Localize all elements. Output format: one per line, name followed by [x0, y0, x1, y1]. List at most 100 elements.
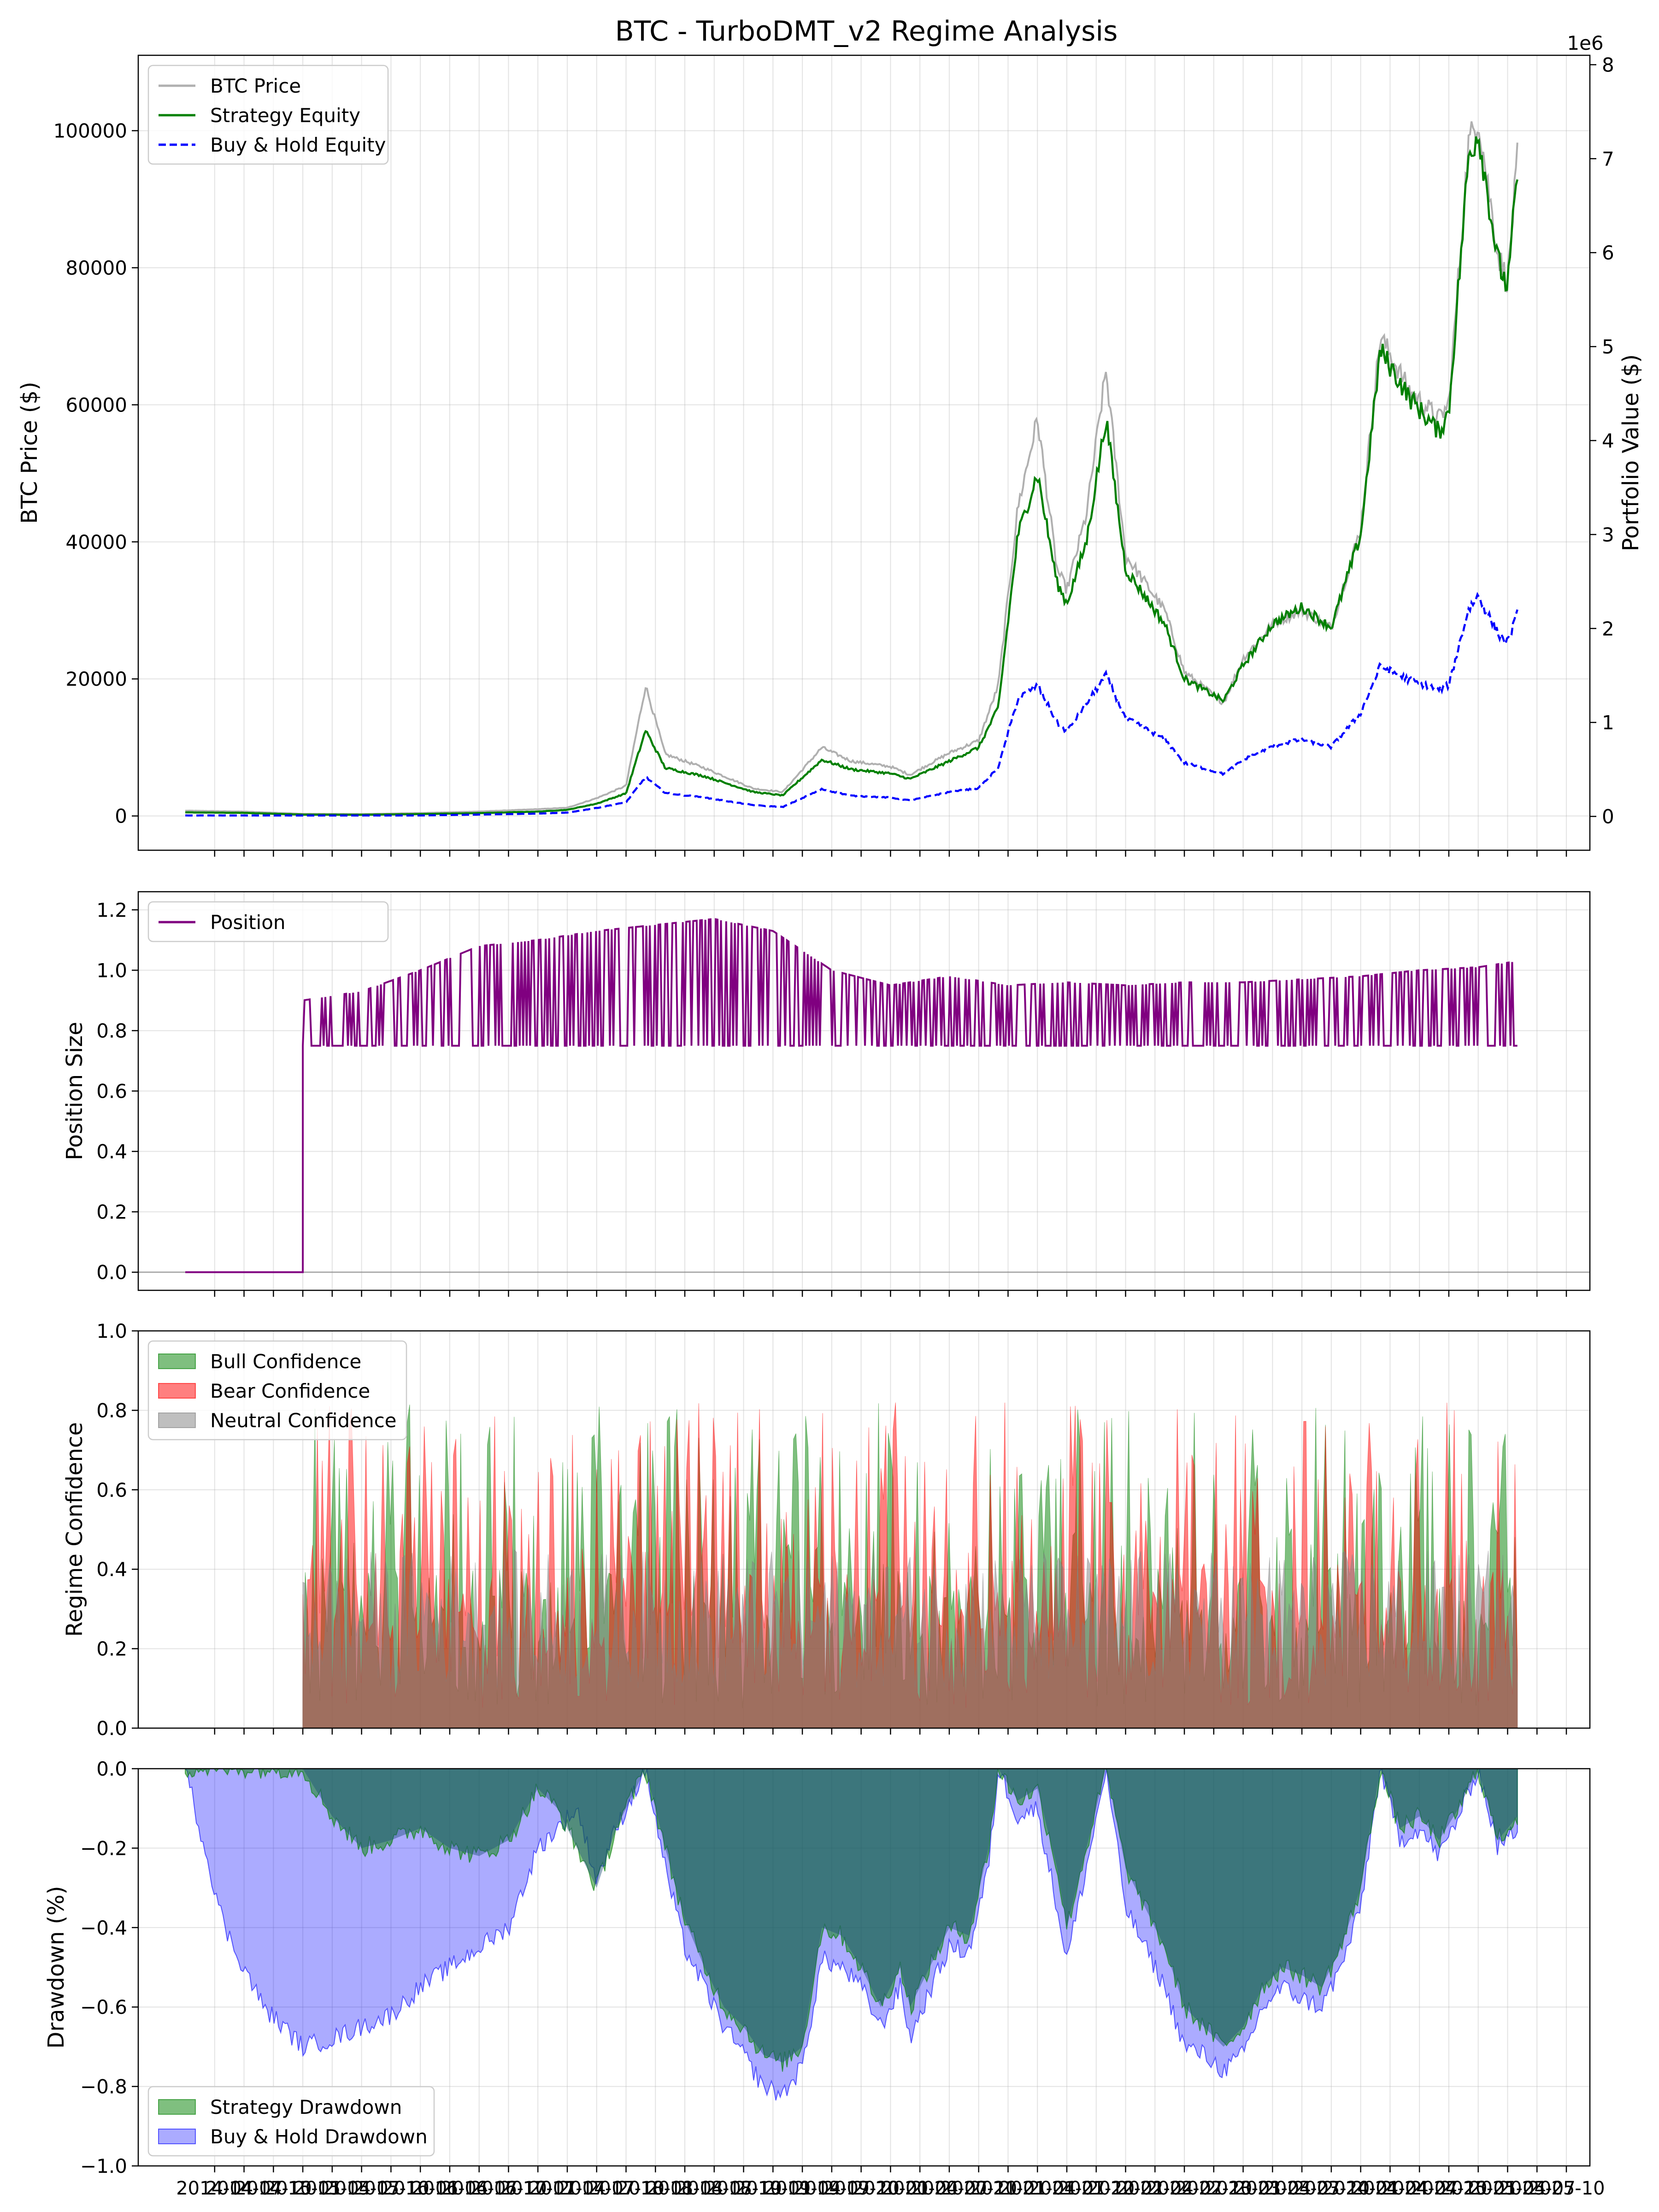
x-ticks — [214, 2166, 1567, 2172]
legend-box — [147, 901, 389, 942]
x-tick-label: 2017-07 — [558, 2178, 635, 2199]
drawdown-overlap — [185, 1769, 1518, 2063]
x-tick-label: 2014-10 — [235, 2178, 312, 2199]
x-tick-label: 2022-01 — [1087, 2178, 1164, 2199]
legend-entry: BTC Price — [210, 75, 301, 97]
series-line-1 — [185, 121, 1518, 815]
y-axis-label: BTC Price ($) — [17, 382, 42, 524]
x-tick-label: 2015-07 — [323, 2178, 400, 2199]
y-tick-label: 0 — [115, 805, 127, 828]
legend-entry: Strategy Equity — [210, 104, 360, 127]
y2-axis-label: Portfolio Value ($) — [1618, 354, 1644, 552]
legend-entry: Position — [210, 911, 286, 934]
x-tick-label: 2025-04 — [1469, 2178, 1546, 2199]
y-tick-label: 0.8 — [96, 1019, 127, 1042]
x-tick-label: 2018-04 — [646, 2178, 723, 2199]
legend-swatch — [158, 2129, 196, 2144]
plot-area — [302, 1402, 1518, 1728]
y2-tick-label: 7 — [1602, 147, 1614, 170]
x-ticks — [214, 850, 1567, 857]
y-tick-label: 0.4 — [96, 1141, 127, 1163]
y-tick-label: 1.2 — [96, 899, 127, 921]
x-tick-label: 2020-07 — [911, 2178, 988, 2199]
legend: Strategy Drawdown Buy & Hold Drawdown — [147, 2086, 435, 2157]
x-tick-label: 2022-07 — [1146, 2178, 1223, 2199]
legend-entry: Bear Confidence — [210, 1380, 370, 1402]
legend: Position — [147, 901, 389, 942]
y-tick-label: −0.8 — [80, 2076, 127, 2098]
confidence-area-3 — [302, 1549, 1518, 1728]
y-axis: 0.0 0.2 0.4 0.6 0.8 1.0 Regime Confidence — [62, 1320, 138, 1740]
y-tick-label: 0.0 — [96, 1261, 127, 1284]
plot-area — [138, 918, 1590, 1273]
legend-entry: Strategy Drawdown — [210, 2096, 402, 2118]
y-tick-label: −1.0 — [80, 2155, 127, 2177]
y-tick-label: 40000 — [65, 531, 127, 553]
x-tick-label: 2019-07 — [793, 2178, 870, 2199]
y-tick-label: 60000 — [65, 394, 127, 416]
y2-tick-label: 8 — [1602, 53, 1614, 76]
y-axis-label: Position Size — [62, 1022, 88, 1160]
legend-box — [147, 65, 389, 165]
y2-offset-text: 1e6 — [1567, 32, 1603, 54]
x-tick-label: 2016-04 — [411, 2178, 488, 2199]
x-tick-label: 2024-01 — [1322, 2178, 1399, 2199]
x-tick-label: 2020-04 — [882, 2178, 959, 2199]
x-tick-label: 2019-04 — [764, 2178, 841, 2199]
y-tick-label: 100000 — [53, 120, 127, 142]
grid — [138, 892, 1590, 1290]
x-tick-label: 2025-07 — [1499, 2178, 1576, 2199]
y-tick-label: −0.2 — [80, 1837, 127, 1859]
x-ticks — [214, 1728, 1567, 1735]
x-tick-label: 2016-01 — [382, 2178, 459, 2199]
x-tick-label: 2021-01 — [970, 2178, 1047, 2199]
legend-entry: Buy & Hold Equity — [210, 134, 386, 156]
y-axis-label: Drawdown (%) — [43, 1886, 69, 2048]
y-axis: −1.0 −0.8 −0.6 −0.4 −0.2 0.0 Drawdown (%) — [43, 1758, 138, 2177]
y-tick-label: 0.6 — [96, 1080, 127, 1103]
x-tick-label: 2023-01 — [1205, 2178, 1282, 2199]
x-tick-label: 2018-10 — [705, 2178, 782, 2199]
y-tick-label: 0.8 — [96, 1399, 127, 1422]
legend-swatch — [158, 1353, 196, 1369]
y2-tick-label: 2 — [1602, 618, 1614, 640]
x-tick-label: 2016-07 — [441, 2178, 518, 2199]
position-line — [185, 918, 1518, 1273]
x-tick-label: 2019-01 — [735, 2178, 812, 2199]
series-line-2 — [185, 136, 1518, 816]
x-tick-label: 2019-10 — [823, 2178, 900, 2199]
x-tick-label: 2014-04 — [176, 2178, 253, 2199]
panel-4: −1.0 −0.8 −0.6 −0.4 −0.2 0.0 Drawdown (%) Strat… — [43, 1758, 1591, 2177]
y-axis: 0 20000 40000 60000 80000 100000 BTC Price ($) — [17, 120, 138, 828]
x-tick-label: 2023-04 — [1234, 2178, 1311, 2199]
x-tick-label: 2023-07 — [1264, 2178, 1341, 2199]
x-tick-label: 2017-10 — [588, 2178, 665, 2199]
plot-area — [185, 121, 1518, 817]
y-tick-label: 0.2 — [96, 1201, 127, 1224]
x-tick-label: 2024-10 — [1410, 2178, 1487, 2199]
legend-box — [147, 1340, 407, 1441]
y-tick-label: 0.0 — [96, 1758, 127, 1780]
y2-tick-label: 1 — [1602, 712, 1614, 734]
panel-3: 0.0 0.2 0.4 0.6 0.8 1.0 Regime Confidence Bull … — [62, 1320, 1591, 1740]
y2-tick-label: 0 — [1602, 806, 1614, 828]
legend-swatch — [158, 2099, 196, 2115]
drawdown-area-1 — [185, 1769, 1518, 2072]
legend-box — [147, 2086, 435, 2157]
x-tick-label: 2020-10 — [940, 2178, 1017, 2199]
y-axis-label: Regime Confidence — [62, 1422, 88, 1637]
x-tick-label: 2025-01 — [1440, 2178, 1517, 2199]
x-tick-label: 2025-10 — [1528, 2178, 1605, 2199]
x-tick-label: 2018-07 — [676, 2178, 753, 2199]
x-tick-label: 2014-07 — [206, 2178, 282, 2199]
x-tick-label: 2021-07 — [1028, 2178, 1105, 2199]
legend: BTC Price Strategy Equity Buy & Hold Equit… — [147, 65, 389, 165]
figure-title: BTC - TurboDMT_v2 Regime Analysis — [615, 15, 1118, 47]
x-tick-label: 2021-04 — [999, 2178, 1076, 2199]
y-tick-label: 80000 — [65, 257, 127, 279]
legend-swatch — [158, 1383, 196, 1399]
y-tick-label: 1.0 — [96, 959, 127, 982]
legend-entry: Neutral Confidence — [210, 1409, 397, 1432]
